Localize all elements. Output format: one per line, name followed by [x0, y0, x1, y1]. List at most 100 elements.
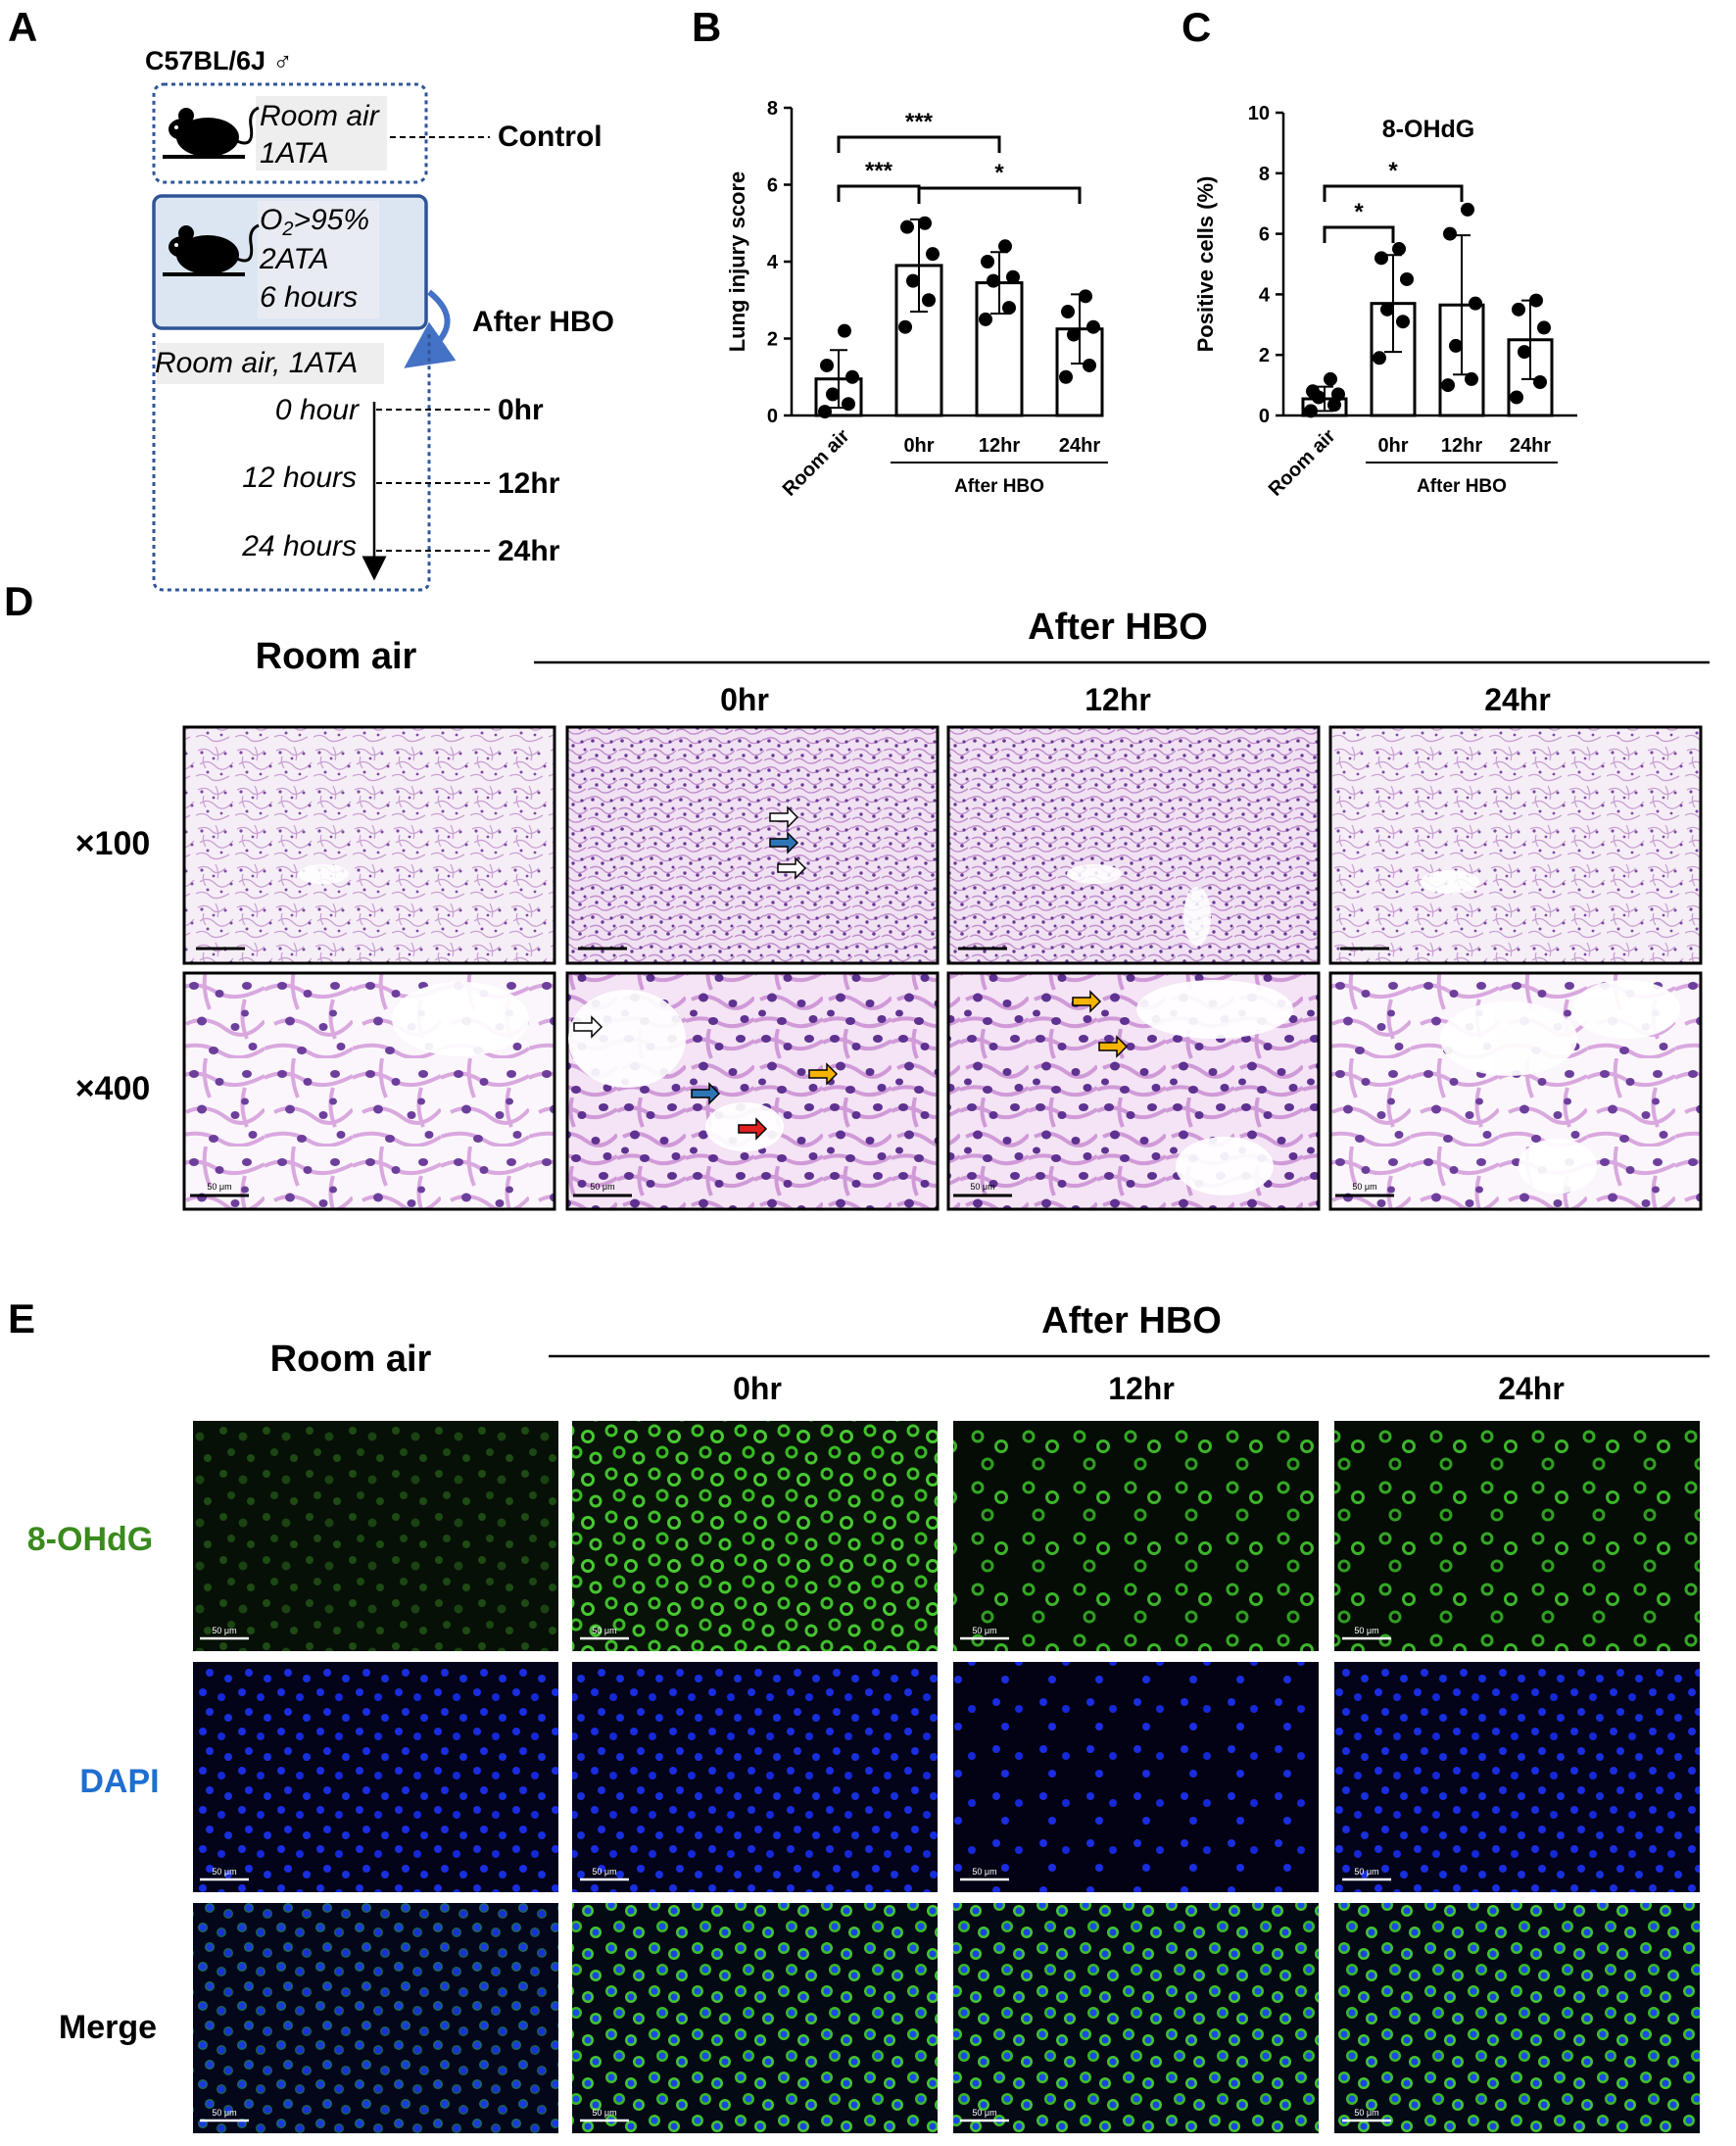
group-label: After HBO: [1417, 476, 1507, 497]
data-point: [1533, 375, 1547, 390]
data-point: [1083, 358, 1096, 372]
data-point: [922, 293, 936, 308]
panel-d: D Room air After HBO 0hr 12hr 24hr ×100 …: [4, 578, 1710, 1211]
if-scale-label: 50 μm: [972, 1867, 996, 1877]
x-category-label: 12hr: [1441, 435, 1482, 457]
control-condition-line1: Room air: [260, 100, 380, 132]
if-dapi-24hr-image: [1334, 1662, 1700, 1892]
recovery-group-box: [152, 333, 431, 592]
recovery-condition-bg: [157, 343, 384, 384]
if-8ohdg-24hr-image: [1334, 1421, 1700, 1651]
y-axis-label: Positive cells (%): [1193, 176, 1218, 353]
if-scale-label: 50 μm: [1354, 2108, 1378, 2118]
data-point: [838, 323, 851, 338]
significance-bracket: [837, 184, 921, 202]
e-column-0hr: 0hr: [733, 1371, 782, 1406]
y-tick-label: 4: [1259, 284, 1271, 306]
y-tick-label: 6: [1259, 224, 1270, 246]
e-after-hbo-header: After HBO: [1041, 1300, 1222, 1341]
x-category-label: 12hr: [979, 435, 1020, 457]
data-point: [1304, 404, 1318, 418]
timepoint-0-time: 0 hour: [275, 394, 360, 426]
data-point: [918, 216, 932, 230]
timepoint-24-label: 24hr: [498, 535, 560, 567]
he-x100-24hr-image: [1328, 725, 1703, 965]
hbo-condition-bg: [258, 201, 379, 318]
e-column-24hr: 24hr: [1498, 1371, 1565, 1406]
annotation-arrows-x100: [769, 805, 807, 880]
data-point: [1373, 351, 1386, 366]
significance-label: *: [994, 160, 1004, 186]
alveolar-spaces: [392, 980, 1680, 1195]
mouse-icon: [163, 223, 260, 276]
significance-bracket: [837, 135, 1001, 153]
if-scale-bars: [200, 1636, 1391, 2122]
e-column-12hr: 12hr: [1108, 1371, 1175, 1406]
e-row-merge: Merge: [59, 2009, 157, 2046]
data-point: [818, 405, 832, 419]
if-8ohdg-room-air-image: [193, 1421, 558, 1651]
if-dapi-room-air-image: [193, 1662, 558, 1892]
mouse-strain-label: C57BL/6J ♂: [145, 46, 293, 75]
control-group-label: Control: [498, 121, 603, 153]
after-hbo-label: After HBO: [472, 306, 614, 338]
he-x100-12hr-image: [946, 725, 1321, 965]
y-tick-label: 0: [767, 406, 778, 427]
timepoint-12-label: 12hr: [498, 467, 560, 500]
y-tick-label: 0: [1259, 406, 1270, 427]
data-point: [1380, 302, 1394, 317]
he-x100-0hr-image: [565, 725, 940, 965]
panel-e: E Room air After HBO 0hr 12hr 24hr 8-OHd…: [8, 1295, 1710, 2133]
if-scale-label: 50 μm: [592, 1867, 616, 1877]
timepoint-0-label: 0hr: [498, 394, 544, 426]
significance-bracket: [1323, 225, 1395, 243]
data-point: [1067, 327, 1081, 342]
if-scale-label: 50 μm: [212, 2108, 236, 2118]
significance-label: ***: [905, 109, 934, 135]
panel-letter-a: A: [8, 4, 37, 50]
if-dapi-12hr-image: [953, 1662, 1319, 1892]
data-point: [1443, 226, 1457, 241]
chart-title: 8-OHdG: [1382, 116, 1474, 143]
y-tick-label: 8: [1259, 164, 1270, 185]
data-point: [1306, 384, 1320, 399]
if-8ohdg-0hr-image: [572, 1421, 938, 1651]
if-scale-label: 50 μm: [1354, 1626, 1378, 1635]
panel-letter-b: B: [692, 4, 721, 50]
timepoint-12-time: 12 hours: [242, 462, 357, 494]
data-point: [906, 273, 920, 288]
data-point: [1512, 302, 1525, 317]
data-point: [845, 369, 859, 384]
significance-label: ***: [865, 158, 893, 184]
x-category-label: 0hr: [1377, 435, 1408, 457]
y-tick-label: 10: [1248, 103, 1270, 124]
e-row-8ohdg: 8-OHdG: [27, 1521, 153, 1558]
mouse-icon: [163, 106, 260, 159]
data-point: [1059, 369, 1073, 384]
data-point: [1396, 315, 1410, 329]
d-column-12hr: 12hr: [1085, 682, 1151, 717]
y-tick-label: 2: [1259, 345, 1270, 366]
data-point: [1392, 242, 1406, 257]
if-scale-labels: 50 μm 50 μm 50 μm 50 μm 50 μm 50 μm 50 μ…: [212, 1626, 1378, 2118]
data-point: [1086, 319, 1100, 334]
data-point: [998, 239, 1012, 254]
d-after-hbo-header: After HBO: [1028, 607, 1208, 648]
e-room-air-header: Room air: [270, 1339, 432, 1380]
e-row-dapi: DAPI: [79, 1763, 159, 1800]
data-point: [900, 219, 914, 234]
x-category-label: Room air: [1265, 425, 1340, 501]
recovery-condition-label: Room air, 1ATA: [155, 347, 358, 379]
x-category-label: 0hr: [903, 435, 934, 457]
data-point: [1510, 390, 1523, 405]
if-scale-label: 50 μm: [212, 1626, 236, 1635]
data-point: [1079, 289, 1092, 304]
significance-label: *: [1354, 199, 1364, 225]
y-tick-label: 6: [767, 175, 778, 197]
data-point: [898, 319, 912, 334]
positive-cells-chart: 0 2 4 6 8 10 Positive cells (%) 8-OHdG Room air 0…: [1193, 103, 1577, 501]
lung-injury-chart: 0 2 4 6 8 Lung injury score Room air 0hr 12hr 24h…: [725, 98, 1108, 501]
data-point: [1518, 345, 1531, 360]
hbo-duration-label: 6 hours: [260, 281, 358, 314]
y-tick-label: 2: [767, 329, 778, 351]
